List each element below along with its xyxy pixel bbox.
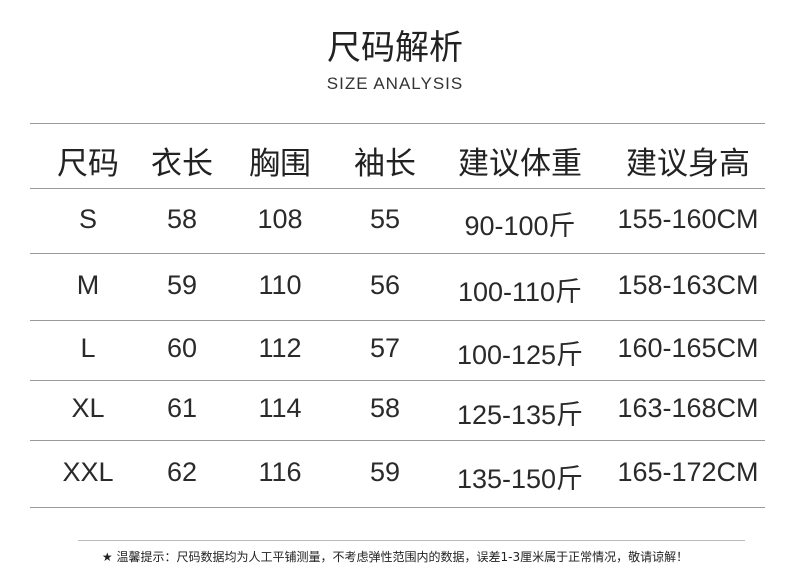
row-divider — [30, 507, 765, 508]
table-cell: 59 — [369, 456, 401, 487]
table-cell: 55 — [369, 203, 401, 234]
column-header: 尺码 — [57, 146, 119, 182]
table-cell: 90-100斤 — [464, 210, 576, 241]
table-cell: XL — [71, 393, 105, 423]
table-cell: 160-165CM — [617, 333, 759, 363]
table-cell: L — [80, 333, 96, 363]
row-divider — [30, 320, 765, 321]
table-cell: 62 — [166, 456, 198, 487]
row-divider — [30, 440, 765, 441]
table-cell: 110 — [258, 269, 302, 300]
page-title: 尺码解析 — [327, 28, 463, 68]
table-cell: 125-135斤 — [456, 400, 584, 430]
column-header: 建议体重 — [458, 146, 582, 182]
table-cell: S — [78, 203, 98, 234]
column-header: 胸围 — [249, 146, 311, 182]
table-cell: 155-160CM — [617, 203, 759, 234]
table-cell: 165-172CM — [617, 456, 759, 487]
column-header: 袖长 — [354, 146, 416, 182]
table-cell: 163-168CM — [617, 393, 759, 423]
table-cell: 56 — [369, 269, 401, 300]
table-cell: 158-163CM — [617, 269, 759, 300]
row-divider — [30, 380, 765, 381]
table-cell: 58 — [369, 393, 401, 423]
table-cell: 112 — [258, 333, 302, 363]
row-divider — [30, 253, 765, 254]
table-cell: 57 — [369, 333, 401, 363]
divider — [30, 123, 765, 124]
table-cell: 100-125斤 — [456, 340, 584, 370]
table-cell: 60 — [166, 333, 198, 363]
table-cell: M — [76, 269, 100, 300]
table-cell: 135-150斤 — [456, 463, 584, 494]
row-divider — [30, 188, 765, 189]
page-subtitle: SIZE ANALYSIS — [326, 74, 464, 93]
column-header: 建议身高 — [626, 146, 750, 182]
divider — [78, 540, 745, 541]
table-cell: 61 — [166, 393, 198, 423]
table-cell: 58 — [166, 203, 198, 234]
table-cell: XXL — [62, 456, 114, 487]
table-cell: 116 — [258, 456, 302, 487]
column-header: 衣长 — [151, 146, 213, 182]
table-cell: 108 — [257, 203, 303, 234]
table-cell: 114 — [258, 393, 302, 423]
table-cell: 100-110斤 — [457, 276, 583, 307]
footer-note: ★ 温馨提示：尺码数据均为人工平铺测量，不考虑弹性范围内的数据，误差1-3厘米属… — [101, 550, 689, 564]
table-cell: 59 — [166, 269, 198, 300]
